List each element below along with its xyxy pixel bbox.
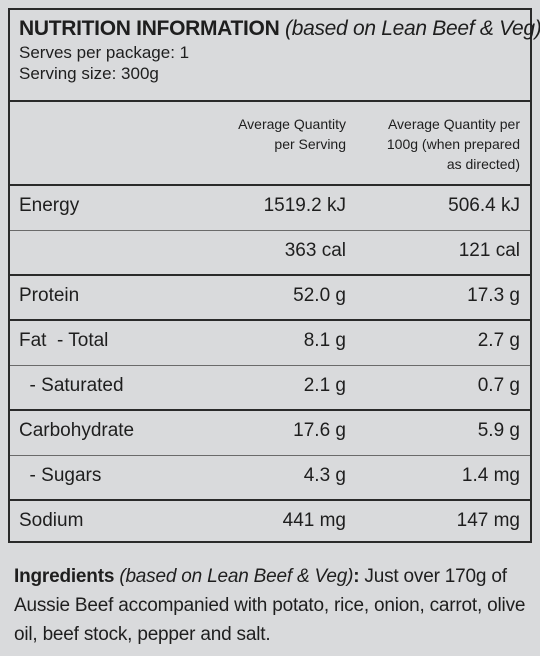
ingredients-paragraph: Ingredients (based on Lean Beef & Veg): … bbox=[14, 562, 530, 649]
column-headers: Average Quantity per Serving Average Qua… bbox=[10, 102, 530, 186]
row-value-per-serving: 2.1 g bbox=[303, 375, 346, 396]
row-value-per-100g: 1.4 mg bbox=[461, 465, 520, 486]
row-label: - Saturated bbox=[19, 375, 124, 396]
row-value-per-100g: 5.9 g bbox=[477, 420, 520, 441]
table-row: Protein 52.0 g 17.3 g bbox=[10, 276, 530, 321]
row-label: Energy bbox=[19, 195, 80, 216]
table-row: Sodium 441 mg 147 mg bbox=[10, 501, 530, 546]
row-value-per-100g: 506.4 kJ bbox=[448, 195, 520, 216]
column-header-per-100g: Average Quantity per 100g (when prepared… bbox=[386, 116, 520, 172]
ingredients-note: (based on Lean Beef & Veg) bbox=[119, 566, 354, 587]
title-main: NUTRITION INFORMATION bbox=[19, 17, 280, 40]
row-label: - Sugars bbox=[19, 465, 102, 486]
row-value-per-serving: 8.1 g bbox=[303, 330, 346, 351]
row-label: Sodium bbox=[19, 510, 84, 531]
table-row: - Sugars 4.3 g 1.4 mg bbox=[10, 456, 530, 501]
title-subtitle: (based on Lean Beef & Veg) bbox=[285, 17, 540, 40]
serving-size: Serving size: 300g bbox=[19, 64, 159, 83]
row-value-per-100g: 2.7 g bbox=[477, 330, 520, 351]
table-row: Energy 1519.2 kJ 506.4 kJ bbox=[10, 186, 530, 231]
row-value-per-100g: 121 cal bbox=[458, 240, 520, 261]
row-value-per-serving: 363 cal bbox=[284, 240, 346, 261]
table-row: Carbohydrate 17.6 g 5.9 g bbox=[10, 411, 530, 456]
row-label: Carbohydrate bbox=[19, 420, 135, 441]
ingredients-label: Ingredients bbox=[14, 566, 115, 587]
panel-title: NUTRITION INFORMATION (based on Lean Bee… bbox=[19, 16, 540, 42]
ingredients-colon: : bbox=[353, 566, 360, 587]
row-value-per-serving: 52.0 g bbox=[293, 285, 346, 306]
column-header-per-serving: Average Quantity per Serving bbox=[238, 116, 346, 152]
serves-per-package: Serves per package: 1 bbox=[19, 43, 190, 62]
table-row: - Saturated 2.1 g 0.7 g bbox=[10, 366, 530, 411]
row-label: Protein bbox=[19, 285, 80, 306]
row-value-per-100g: 0.7 g bbox=[477, 375, 520, 396]
ingredients-text: Just over 170g of Aussie Beef accompanie… bbox=[14, 566, 526, 645]
table-row: 363 cal 121 cal bbox=[10, 231, 530, 276]
row-value-per-100g: 17.3 g bbox=[467, 285, 520, 306]
table-row: Fat - Total 8.1 g 2.7 g bbox=[10, 321, 530, 366]
row-value-per-serving: 1519.2 kJ bbox=[263, 195, 346, 216]
row-value-per-serving: 17.6 g bbox=[293, 420, 346, 441]
nutrition-panel: NUTRITION INFORMATION (based on Lean Bee… bbox=[8, 8, 540, 546]
row-value-per-100g: 147 mg bbox=[456, 510, 520, 531]
row-value-per-serving: 4.3 g bbox=[303, 465, 346, 486]
row-value-per-serving: 441 mg bbox=[282, 510, 346, 531]
panel-header: NUTRITION INFORMATION (based on Lean Bee… bbox=[10, 10, 540, 102]
row-label: Fat - Total bbox=[19, 330, 109, 351]
